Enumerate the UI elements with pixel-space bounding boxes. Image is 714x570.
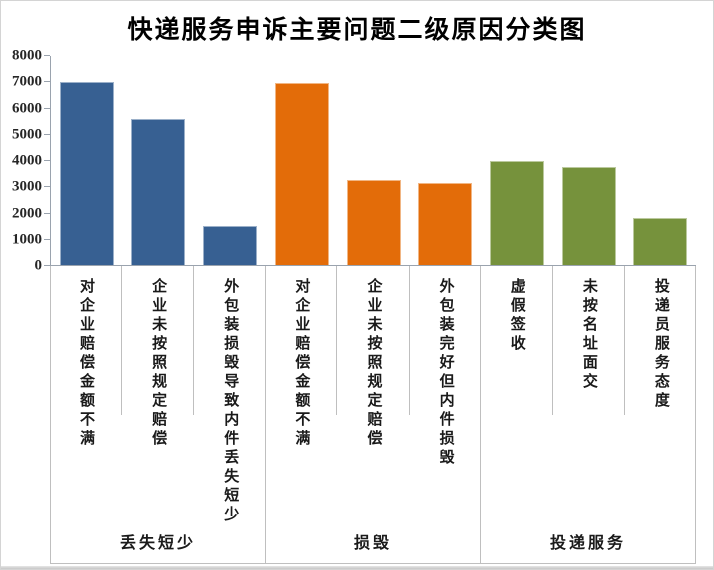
category-label: 未按名址面交 [580,278,597,392]
y-tick-label: 8000 [12,47,42,64]
category-label: 对企业赔偿金额不满 [78,278,95,449]
y-tick-label: 0 [34,257,43,274]
category-label: 外包装完好但内件损毁 [437,278,454,468]
category-cell: 外包装损毁导致内件丢失短少 [194,266,265,525]
y-tick-label: 5000 [12,126,42,143]
bar-2 [131,118,186,265]
y-tick-mark [44,186,50,188]
category-label: 对企业赔偿金额不满 [293,278,310,449]
category-cell: 企业未按照规定赔偿 [122,266,195,449]
y-tick-label: 4000 [12,152,42,169]
bar-1 [59,82,114,265]
bar-9 [633,217,688,265]
group-label: 丢失短少 [119,535,196,552]
category-cell: 对企业赔偿金额不满 [50,266,123,449]
category-label-row: 对企业赔偿金额不满 企业未按照规定赔偿 外包装损毁导致内件丢失短少 对企业赔偿金额不满… [50,266,696,525]
y-tick-mark [44,212,50,214]
category-label: 企业未按照规定赔偿 [150,278,167,449]
category-label: 投递员服务态度 [652,278,669,411]
bar-5 [346,180,401,265]
category-cell: 虚假签收 [481,266,553,415]
bar-3 [203,225,258,265]
y-axis-ticks [44,55,50,266]
bar-8 [561,167,616,265]
y-tick-mark [44,160,50,161]
y-tick-label: 7000 [12,73,42,90]
y-tick-label: 3000 [12,178,42,195]
y-tick-label: 2000 [12,205,42,221]
group-label: 投递服务 [549,535,626,552]
category-cell: 外包装完好但内件损毁 [410,266,481,468]
category-label: 虚假签收 [508,278,525,354]
category-cell: 投递员服务态度 [625,266,696,415]
y-tick-mark [44,81,50,83]
y-tick-mark [44,238,50,240]
category-cell: 对企业赔偿金额不满 [265,266,338,449]
category-label: 外包装损毁导致内件丢失短少 [222,278,239,525]
group-label-row: 丢失短少 损毁 投递服务 [50,266,696,564]
y-tick-mark [44,55,50,56]
bar-7 [489,160,544,265]
plot-area [50,56,696,266]
category-cell: 未按名址面交 [553,266,625,415]
group-cell: 损毁 [266,266,481,563]
y-tick-mark [44,265,50,266]
chart-title: 快递服务申诉主要问题二级原因分类图 [127,17,587,44]
category-cell: 企业未按照规定赔偿 [337,266,410,449]
group-cell: 丢失短少 [51,266,266,563]
y-axis-labels: 0 1000 2000 3000 4000 5000 6000 7000 8000 [1,48,42,273]
category-label: 企业未按照规定赔偿 [365,278,382,449]
y-tick-label: 1000 [12,231,42,248]
bar-6 [418,182,473,265]
group-cell: 投递服务 [481,266,696,563]
bar-4 [274,83,329,265]
y-tick-mark [44,133,50,135]
group-label: 损毁 [353,535,392,552]
y-tick-label: 6000 [12,100,42,116]
y-tick-mark [44,107,50,109]
